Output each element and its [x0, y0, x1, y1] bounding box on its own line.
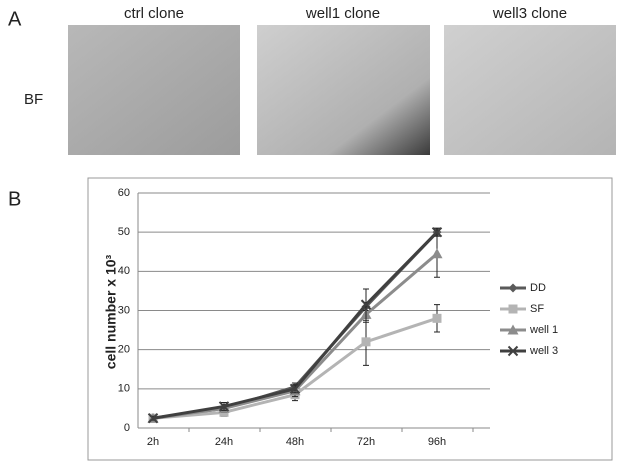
panel-label: A: [8, 8, 22, 30]
micrograph: [444, 25, 616, 155]
data-point: [218, 401, 230, 412]
legend-label: SF: [530, 303, 544, 315]
x-tick-label: 2h: [147, 436, 159, 448]
data-point: [431, 248, 443, 259]
legend-label: well 3: [529, 345, 558, 357]
data-point: [361, 337, 371, 347]
micrograph: [257, 25, 430, 155]
y-tick-label: 20: [118, 344, 130, 356]
row-label: BF: [24, 91, 43, 108]
chart-frame: [87, 177, 613, 461]
x-tick-label: 96h: [428, 436, 446, 448]
data-point: [432, 313, 442, 323]
legend-label: DD: [530, 282, 546, 294]
micrograph: [68, 25, 240, 155]
y-tick-label: 40: [118, 265, 130, 277]
x-tick-label: 48h: [286, 436, 304, 448]
y-tick-label: 0: [124, 422, 130, 434]
data-point: [147, 413, 159, 424]
image-title: well1 clone: [305, 5, 380, 22]
legend-label: well 1: [529, 324, 558, 336]
data-point: [289, 383, 301, 395]
data-point: [360, 299, 372, 310]
y-tick-label: 10: [118, 383, 130, 395]
data-point: [431, 226, 443, 238]
legend-marker: [507, 324, 519, 335]
legend-marker: [508, 283, 518, 293]
x-tick-label: 24h: [215, 436, 233, 448]
panel-label: B: [8, 188, 21, 210]
y-axis-label: cell number x 10³: [103, 254, 119, 369]
y-tick-label: 60: [118, 187, 130, 199]
image-title: ctrl clone: [124, 5, 184, 22]
legend-marker: [508, 304, 518, 314]
series-line: [152, 316, 438, 420]
image-title: well3 clone: [492, 5, 567, 22]
x-tick-label: 72h: [357, 436, 375, 448]
legend-marker: [507, 345, 519, 357]
y-tick-label: 30: [118, 304, 130, 316]
y-tick-label: 50: [118, 226, 130, 238]
